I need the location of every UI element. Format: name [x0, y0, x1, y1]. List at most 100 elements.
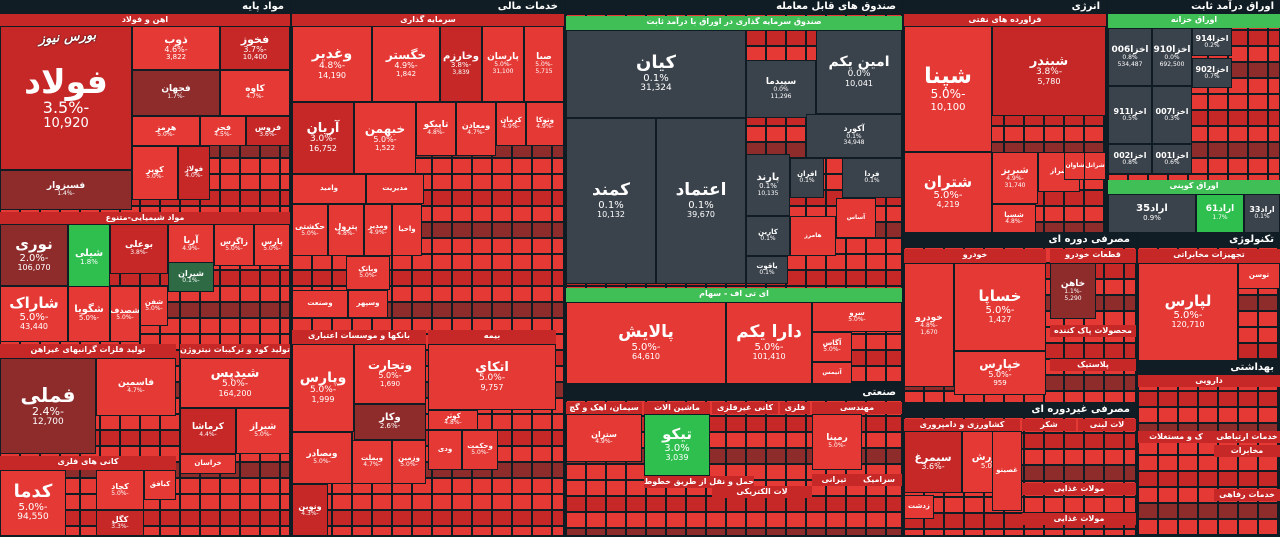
- mini-tile[interactable]: [1124, 433, 1136, 449]
- mini-tile[interactable]: [886, 334, 902, 350]
- mini-tile[interactable]: [1238, 295, 1258, 311]
- mini-tile[interactable]: [492, 206, 512, 222]
- mini-tile[interactable]: [1064, 375, 1084, 391]
- mini-tile[interactable]: [120, 430, 140, 446]
- stock-tile[interactable]: تاپیکو -4.8%: [416, 102, 456, 156]
- stock-tile[interactable]: کدما -5.0% 94,550: [0, 470, 66, 536]
- mini-tile[interactable]: [1104, 126, 1106, 142]
- mini-tile[interactable]: [552, 238, 564, 254]
- mini-tile[interactable]: [626, 512, 646, 528]
- mini-tile[interactable]: [260, 526, 280, 536]
- mini-tile[interactable]: [240, 190, 260, 206]
- mini-tile[interactable]: [432, 238, 452, 254]
- mini-tile[interactable]: [200, 526, 220, 536]
- mini-tile[interactable]: [280, 510, 290, 526]
- mini-tile[interactable]: [220, 494, 240, 510]
- mini-tile[interactable]: [1084, 126, 1104, 142]
- mini-tile[interactable]: [786, 528, 806, 536]
- mini-tile[interactable]: [1138, 391, 1158, 407]
- mini-tile[interactable]: [1004, 529, 1024, 536]
- mini-tile[interactable]: [1238, 407, 1258, 423]
- mini-tile[interactable]: [412, 270, 432, 286]
- mini-tile[interactable]: [492, 158, 512, 174]
- mini-tile[interactable]: [200, 302, 220, 318]
- mini-tile[interactable]: [512, 462, 532, 478]
- mini-tile[interactable]: [1064, 529, 1084, 536]
- mini-tile[interactable]: [472, 526, 492, 536]
- mini-tile[interactable]: [532, 462, 552, 478]
- mini-tile[interactable]: [160, 430, 180, 446]
- mini-tile[interactable]: [472, 222, 492, 238]
- mini-tile[interactable]: [1208, 142, 1228, 158]
- mini-tile[interactable]: [1158, 503, 1178, 519]
- stock-tile[interactable]: رمپنا -5.0%: [812, 414, 862, 470]
- mini-tile[interactable]: [1268, 158, 1280, 174]
- mini-tile[interactable]: [1258, 327, 1278, 343]
- mini-tile[interactable]: [606, 464, 626, 480]
- stock-tile[interactable]: خودرو -4.8% 1,670: [904, 263, 954, 387]
- mini-tile[interactable]: [686, 496, 706, 512]
- mini-tile[interactable]: [412, 286, 432, 302]
- mini-tile[interactable]: [886, 206, 902, 222]
- mini-tile[interactable]: [552, 302, 564, 318]
- mini-tile[interactable]: [866, 254, 886, 270]
- stock-tile[interactable]: یاقوت 0.1%: [746, 256, 788, 284]
- mini-tile[interactable]: [220, 510, 240, 526]
- mini-tile[interactable]: [532, 254, 552, 270]
- mini-tile[interactable]: [1268, 142, 1280, 158]
- stock-tile[interactable]: شفن -5.0%: [140, 286, 168, 326]
- stock-tile[interactable]: پارسان -5.0% 31,100: [482, 26, 524, 102]
- mini-tile[interactable]: [312, 270, 332, 286]
- mini-tile[interactable]: [372, 526, 392, 536]
- mini-tile[interactable]: [472, 270, 492, 286]
- mini-tile[interactable]: [1004, 513, 1024, 529]
- mini-tile[interactable]: [432, 286, 452, 302]
- mini-tile[interactable]: [984, 529, 1004, 536]
- mini-tile[interactable]: [432, 254, 452, 270]
- stock-tile[interactable]: سرو -5.0%: [812, 302, 902, 332]
- mini-tile[interactable]: [512, 526, 532, 536]
- mini-tile[interactable]: [566, 480, 586, 496]
- mini-tile[interactable]: [1044, 375, 1064, 391]
- mini-tile[interactable]: [512, 238, 532, 254]
- mini-tile[interactable]: [886, 432, 902, 448]
- mini-tile[interactable]: [260, 174, 280, 190]
- mini-tile[interactable]: [746, 528, 766, 536]
- mini-tile[interactable]: [1238, 519, 1258, 535]
- mini-tile[interactable]: [452, 158, 472, 174]
- stock-tile[interactable]: پارند 0.1% 10,135: [746, 154, 790, 216]
- mini-tile[interactable]: [866, 366, 886, 382]
- stock-tile[interactable]: شاوان: [1064, 152, 1086, 180]
- mini-tile[interactable]: [1258, 343, 1278, 359]
- mini-tile[interactable]: [746, 30, 766, 46]
- mini-tile[interactable]: [280, 526, 290, 536]
- mini-tile[interactable]: [1104, 497, 1124, 513]
- mini-tile[interactable]: [626, 496, 646, 512]
- mini-tile[interactable]: [1158, 455, 1178, 471]
- mini-tile[interactable]: [606, 480, 626, 496]
- mini-tile[interactable]: [220, 158, 240, 174]
- stock-tile[interactable]: شیدپس -5.0% 164,200: [180, 358, 290, 408]
- mini-tile[interactable]: [452, 494, 472, 510]
- stock-tile[interactable]: ومدیر -4.9%: [364, 204, 392, 256]
- mini-tile[interactable]: [1268, 94, 1280, 110]
- mini-tile[interactable]: [766, 126, 786, 142]
- stock-tile[interactable]: اراد33 0.1%: [1244, 194, 1280, 233]
- mini-tile[interactable]: [726, 528, 746, 536]
- mini-tile[interactable]: [280, 270, 290, 286]
- mini-tile[interactable]: [472, 190, 492, 206]
- mini-tile[interactable]: [472, 510, 492, 526]
- mini-tile[interactable]: [452, 222, 472, 238]
- mini-tile[interactable]: [666, 496, 686, 512]
- stock-tile[interactable]: پارس -5.0%: [254, 224, 290, 266]
- mini-tile[interactable]: [1228, 110, 1248, 126]
- mini-tile[interactable]: [412, 510, 432, 526]
- mini-tile[interactable]: [280, 190, 290, 206]
- mini-tile[interactable]: [472, 174, 492, 190]
- stock-tile[interactable]: خپارس -5.0% 959: [954, 351, 1046, 395]
- mini-tile[interactable]: [452, 270, 472, 286]
- stock-tile[interactable]: وغدیر -4.8% 14,190: [292, 26, 372, 102]
- mini-tile[interactable]: [826, 254, 846, 270]
- mini-tile[interactable]: [866, 416, 886, 432]
- mini-tile[interactable]: [646, 496, 666, 512]
